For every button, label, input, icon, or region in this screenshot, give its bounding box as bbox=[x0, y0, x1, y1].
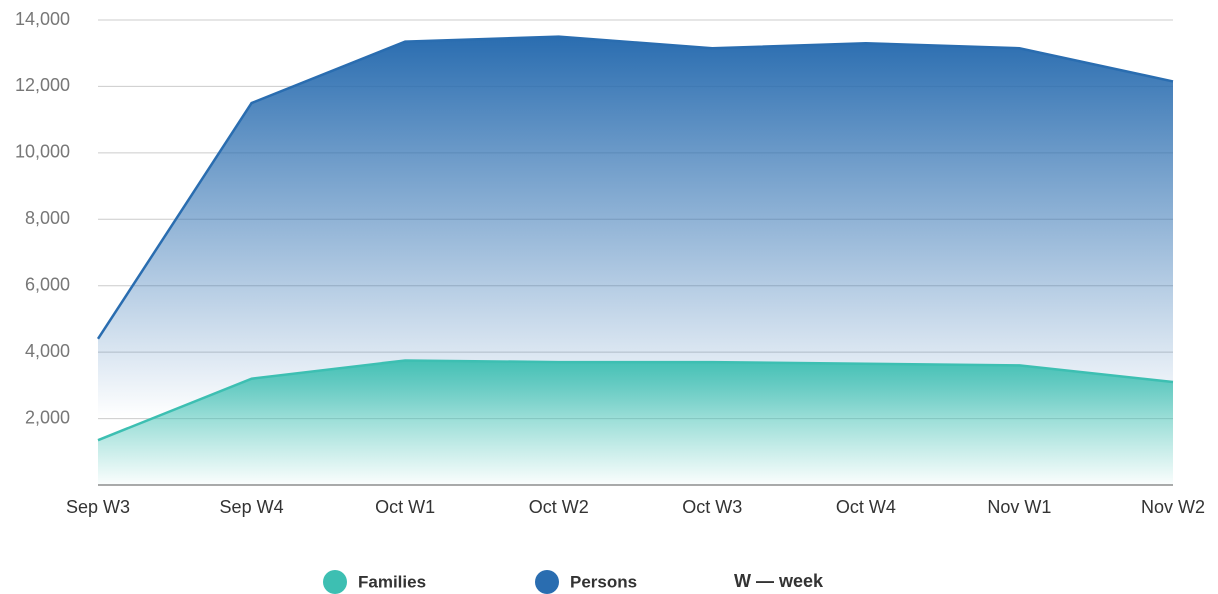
x-tick-label: Sep W4 bbox=[220, 497, 284, 517]
line bbox=[97, 359, 1174, 442]
x-tick-label: Nov W1 bbox=[987, 497, 1051, 517]
legend-label: Families bbox=[358, 572, 426, 591]
x-tick-label: Oct W2 bbox=[529, 497, 589, 517]
area bbox=[98, 360, 1173, 485]
x-tick-label: Oct W4 bbox=[836, 497, 896, 517]
x-tick-label: Oct W3 bbox=[682, 497, 742, 517]
line bbox=[96, 35, 1174, 340]
y-tick-label: 14,000 bbox=[15, 9, 70, 29]
y-tick-label: 10,000 bbox=[15, 142, 70, 162]
x-tick-label: Nov W2 bbox=[1141, 497, 1205, 517]
x-tick-label: Oct W1 bbox=[375, 497, 435, 517]
y-tick-label: 4,000 bbox=[25, 341, 70, 361]
y-tick-label: 12,000 bbox=[15, 75, 70, 95]
y-tick-label: 8,000 bbox=[25, 208, 70, 228]
legend-swatch bbox=[323, 570, 347, 594]
note: W — week bbox=[734, 571, 824, 591]
y-tick-label: 6,000 bbox=[25, 274, 70, 294]
legend-label: Persons bbox=[570, 572, 637, 591]
y-tick-label: 2,000 bbox=[25, 407, 70, 427]
x-tick-label: Sep W3 bbox=[66, 497, 130, 517]
legend-swatch bbox=[535, 570, 559, 594]
